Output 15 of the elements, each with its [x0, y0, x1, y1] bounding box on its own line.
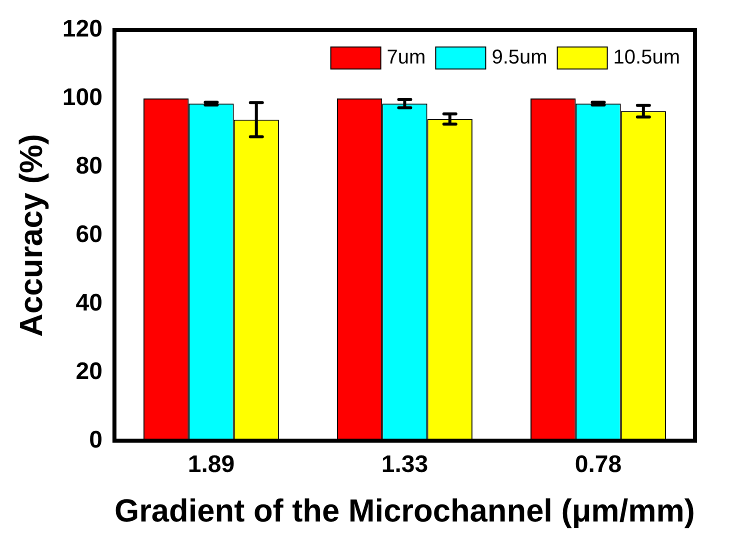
y-tick-label: 0 — [89, 426, 102, 454]
y-tick-label: 40 — [76, 289, 102, 316]
y-tick-label: 80 — [76, 152, 102, 180]
y-tick-label: 120 — [62, 16, 102, 43]
y-tick-label: 60 — [76, 221, 102, 248]
x-axis-title: Gradient of the Microchannel (μm/mm) — [114, 492, 695, 529]
legend-label: 9.5um — [492, 46, 548, 69]
y-tick-label: 20 — [76, 358, 102, 385]
y-tick-label: 100 — [62, 84, 102, 112]
legend-label: 7um — [386, 46, 426, 69]
x-tick-label: 1.33 — [381, 450, 428, 478]
x-tick-label: 0.78 — [574, 450, 622, 478]
legend-label: 10.5um — [613, 46, 680, 69]
y-axis-title: Accuracy (%) — [13, 134, 50, 337]
x-tick-label: 1.89 — [188, 450, 235, 478]
